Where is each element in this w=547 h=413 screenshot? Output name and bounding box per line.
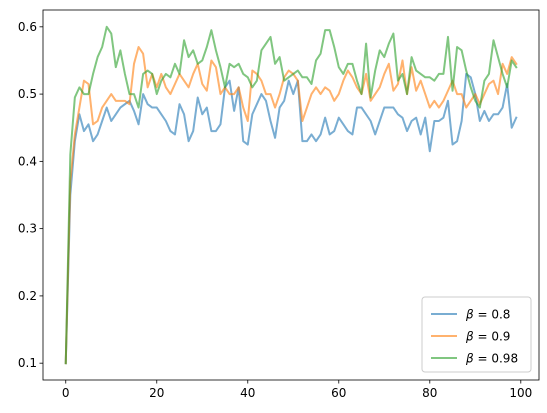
x-tick-label: 0 [62,386,70,400]
legend-box [421,296,532,373]
legend-label: β = 0.8 [465,308,510,322]
x-axis: 0 20 40 60 80 100 [62,380,532,400]
axes-frame [42,9,540,381]
legend-label: β = 0.98 [465,352,518,366]
series-line-2 [64,25,518,365]
y-tick-label: 0.5 [18,87,37,101]
x-tick-label: 60 [331,386,346,400]
y-tick-label: 0.3 [18,222,37,236]
x-tick-label: 40 [240,386,255,400]
y-axis: 0.1 0.2 0.3 0.4 0.5 0.6 [18,20,43,370]
y-tick-label: 0.2 [18,289,37,303]
x-tick-label: 20 [149,386,164,400]
y-tick-label: 0.4 [18,154,37,168]
series-line-1 [64,46,518,365]
series-layer [64,25,518,365]
legend: β = 0.8 β = 0.9 β = 0.98 [421,296,532,373]
y-tick-label: 0.1 [18,356,37,370]
legend-label: β = 0.9 [465,330,510,344]
x-tick-label: 100 [509,386,532,400]
x-tick-label: 80 [422,386,437,400]
y-tick-label: 0.6 [18,20,37,34]
series-line-0 [64,72,518,365]
